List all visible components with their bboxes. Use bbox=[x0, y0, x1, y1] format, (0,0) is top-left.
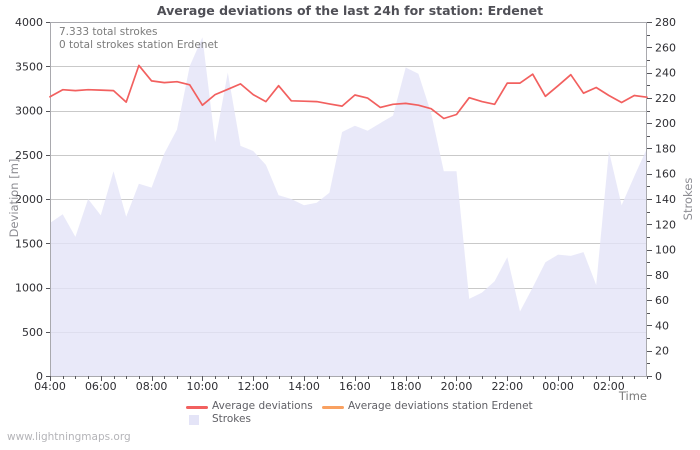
svg-text:22:00: 22:00 bbox=[491, 380, 523, 393]
svg-text:4000: 4000 bbox=[15, 16, 43, 29]
svg-text:1000: 1000 bbox=[15, 282, 43, 295]
x-axis-label: Time bbox=[618, 389, 647, 403]
svg-text:140: 140 bbox=[655, 193, 676, 206]
svg-text:00:00: 00:00 bbox=[542, 380, 574, 393]
svg-text:20: 20 bbox=[655, 345, 669, 358]
svg-text:0: 0 bbox=[36, 370, 43, 383]
svg-text:0: 0 bbox=[655, 370, 662, 383]
watermark-url: www.lightningmaps.org bbox=[7, 431, 131, 443]
legend-area-swatch-lavender bbox=[189, 415, 199, 425]
svg-text:80: 80 bbox=[655, 269, 669, 282]
svg-text:180: 180 bbox=[655, 142, 676, 155]
legend-label: Average deviations bbox=[212, 400, 313, 412]
svg-text:100: 100 bbox=[655, 244, 676, 257]
svg-text:06:00: 06:00 bbox=[85, 380, 117, 393]
svg-text:260: 260 bbox=[655, 41, 676, 54]
chart-title: Average deviations of the last 24h for s… bbox=[156, 3, 544, 18]
svg-text:14:00: 14:00 bbox=[288, 380, 320, 393]
svg-text:280: 280 bbox=[655, 16, 676, 29]
legend-label: Average deviations station Erdenet bbox=[348, 400, 533, 412]
svg-text:1500: 1500 bbox=[15, 237, 43, 250]
legend-line-swatch-red bbox=[186, 406, 208, 409]
svg-text:240: 240 bbox=[655, 67, 676, 80]
svg-text:08:00: 08:00 bbox=[136, 380, 168, 393]
svg-text:04:00: 04:00 bbox=[34, 380, 66, 393]
svg-text:16:00: 16:00 bbox=[339, 380, 371, 393]
svg-text:12:00: 12:00 bbox=[237, 380, 269, 393]
legend-item-strokes: Strokes bbox=[189, 413, 489, 427]
legend-label: Strokes bbox=[212, 413, 251, 425]
svg-text:10:00: 10:00 bbox=[187, 380, 219, 393]
svg-text:2500: 2500 bbox=[15, 149, 43, 162]
svg-text:3500: 3500 bbox=[15, 60, 43, 73]
svg-text:500: 500 bbox=[22, 326, 43, 339]
annotation-block: 7.333 total strokes 0 total strokes stat… bbox=[59, 26, 218, 52]
annotation-total-strokes: 7.333 total strokes bbox=[59, 26, 158, 38]
svg-text:40: 40 bbox=[655, 319, 669, 332]
svg-text:200: 200 bbox=[655, 117, 676, 130]
svg-text:18:00: 18:00 bbox=[390, 380, 422, 393]
svg-text:160: 160 bbox=[655, 168, 676, 181]
legend-item-average-deviations: Average deviations bbox=[186, 400, 486, 414]
annotation-station-strokes: 0 total strokes station Erdenet bbox=[59, 39, 219, 51]
svg-text:2000: 2000 bbox=[15, 193, 43, 206]
svg-text:20:00: 20:00 bbox=[441, 380, 473, 393]
svg-text:120: 120 bbox=[655, 218, 676, 231]
svg-text:02:00: 02:00 bbox=[593, 380, 625, 393]
y-axis-label-left: Deviation [m] bbox=[7, 158, 21, 238]
legend-line-swatch-orange bbox=[322, 406, 344, 409]
svg-text:60: 60 bbox=[655, 294, 669, 307]
svg-text:220: 220 bbox=[655, 92, 676, 105]
legend-item-station-deviations: Average deviations station Erdenet bbox=[322, 400, 622, 414]
svg-text:3000: 3000 bbox=[15, 105, 43, 118]
y-axis-label-right: Strokes bbox=[681, 177, 695, 221]
